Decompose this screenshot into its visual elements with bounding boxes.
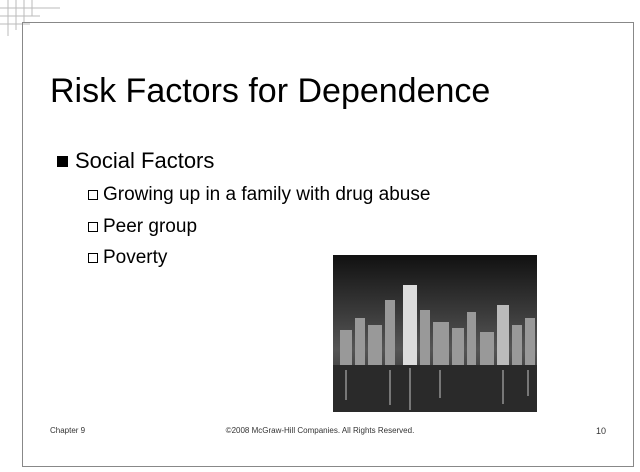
- footer-copyright: ©2008 McGraw-Hill Companies. All Rights …: [225, 426, 415, 435]
- corner-grid: [0, 0, 60, 36]
- sub-bullet: [88, 253, 98, 263]
- bullet-square: [57, 156, 68, 167]
- slide-border: [22, 22, 634, 467]
- sub-bullet: [88, 190, 98, 200]
- slide-number: 10: [596, 426, 607, 436]
- sub-bullet-text: Growing up in a family with drug abuse: [103, 184, 431, 205]
- sub-bullet: [88, 222, 98, 232]
- slide-title: Risk Factors for Dependence: [50, 72, 491, 110]
- bullet: Social Factors: [75, 148, 215, 173]
- sub-bullet-text: Poverty: [103, 247, 168, 268]
- footer-chapter: Chapter 9: [50, 426, 86, 435]
- city-photo: [333, 255, 537, 412]
- sub-bullet-text: Peer group: [103, 216, 198, 237]
